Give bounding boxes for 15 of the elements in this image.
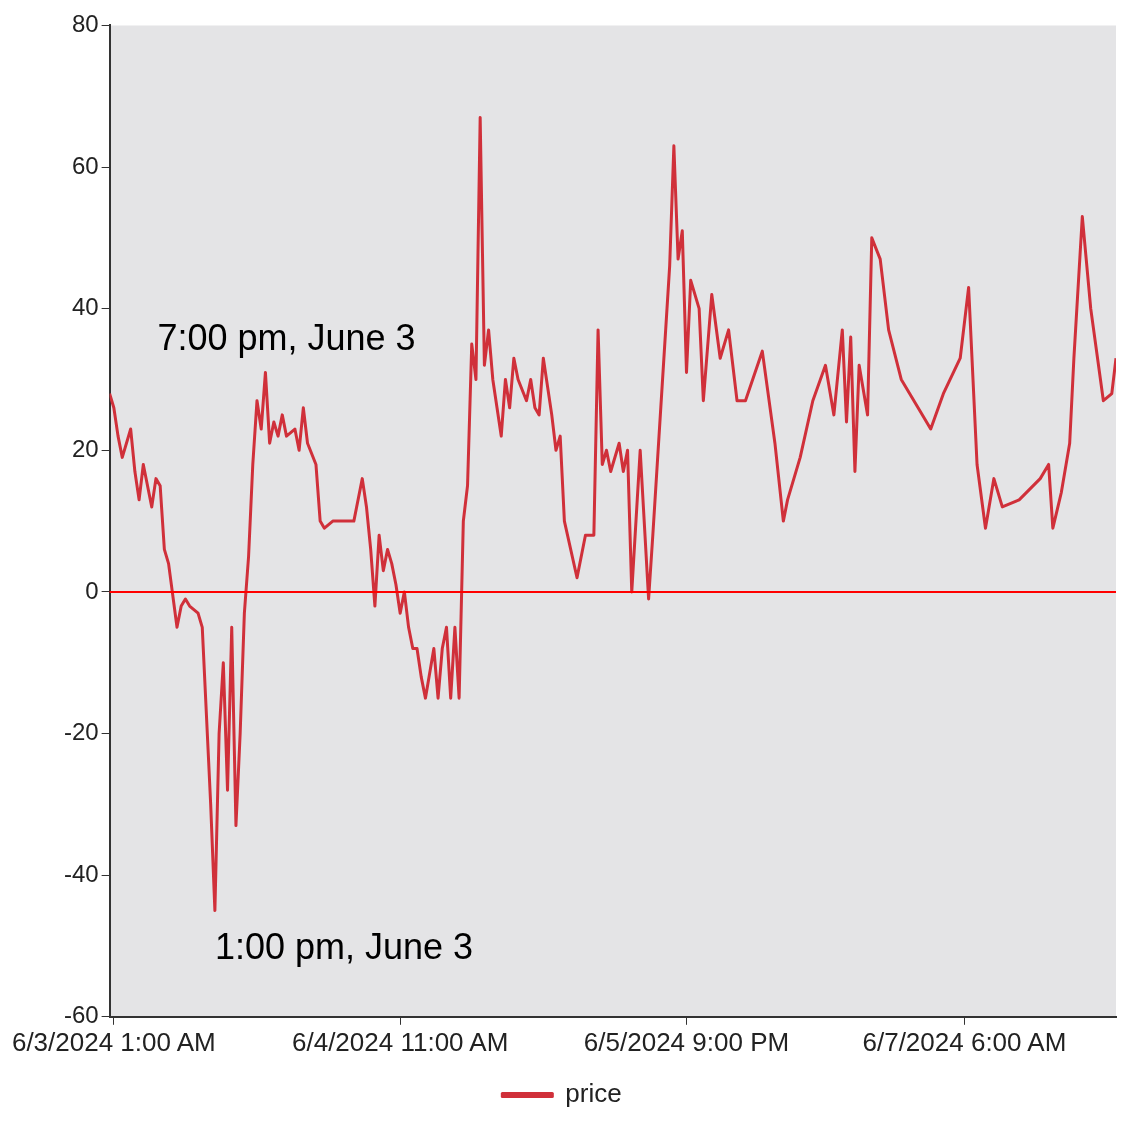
annotation: 1:00 pm, June 3 [214,925,474,967]
y-tick-label: 20 [71,434,99,462]
y-tick-label: -60 [63,1001,99,1029]
x-tick-label: 6/5/2024 9:00 PM [583,1026,790,1057]
x-tick-label: 6/4/2024 11:00 AM [291,1026,509,1057]
y-tick-label: 60 [71,151,99,179]
annotation: 7:00 pm, June 3 [157,317,416,359]
y-tick-label: 80 [71,10,99,38]
x-tick-label: 6/7/2024 6:00 AM [862,1026,1067,1057]
x-tick-label: 6/3/2024 1:00 AM [11,1026,216,1057]
y-tick-label: 0 [85,576,99,604]
y-tick-label: 40 [71,293,99,321]
y-tick-label: -40 [63,859,99,887]
y-tick-label: -20 [63,718,99,746]
legend-label: price [565,1078,622,1109]
